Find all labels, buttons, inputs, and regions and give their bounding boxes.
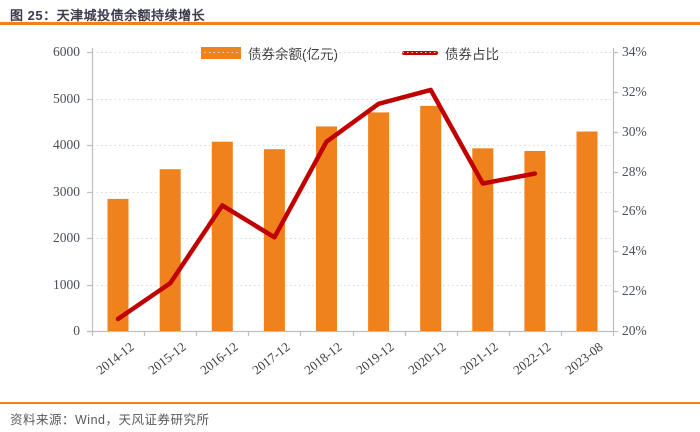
y-right-tick-label: 34% — [622, 44, 647, 59]
y-left-tick-label: 1000 — [53, 276, 80, 292]
y-right-tick-label: 32% — [622, 83, 647, 99]
footer-divider — [0, 402, 700, 404]
bar-2019-12 — [368, 112, 390, 332]
data-source-note: 资料来源：Wind，天风证券研究所 — [10, 413, 210, 427]
line-series-bond-share — [115, 87, 538, 322]
legend-item-bond-balance: 债券余额(亿元) — [201, 43, 338, 63]
chart-legend: 债券余额(亿元) 债券占比 — [0, 43, 700, 63]
y-left-tick-label: 3000 — [53, 183, 80, 199]
y-left-tick-label: 5000 — [53, 90, 80, 106]
y-right-tick-label: 24% — [622, 243, 647, 259]
title-divider — [0, 22, 700, 25]
y-right-tick-label: 28% — [622, 163, 647, 179]
y-left-tick-label: 6000 — [53, 44, 80, 59]
y-right-tick-label: 22% — [622, 283, 647, 299]
y-left-tick-label: 4000 — [53, 137, 80, 152]
legend-bar-label: 债券余额(亿元) — [248, 47, 338, 62]
bar-2016-12 — [211, 141, 233, 331]
y-left-tick-label: 0 — [73, 323, 80, 338]
bar-2020-12 — [420, 105, 442, 332]
bar-2023-08 — [576, 131, 598, 331]
legend-item-bond-share: 债券占比 — [402, 43, 499, 63]
bar-2022-12 — [524, 151, 546, 331]
legend-line-label: 债券占比 — [445, 47, 499, 62]
bar-2017-12 — [263, 149, 285, 331]
y-left-tick-label: 2000 — [53, 230, 80, 245]
y-right-tick-label: 30% — [622, 123, 647, 139]
bar-2018-12 — [316, 126, 337, 332]
line-series-swatch-icon — [402, 51, 438, 55]
bar-2015-12 — [159, 169, 181, 331]
y-right-tick-label: 20% — [622, 323, 647, 338]
y-right-tick-label: 26% — [622, 203, 647, 219]
figure-title: 图 25：天津城投债余额持续增长 — [10, 8, 206, 23]
bar-2021-12 — [472, 148, 494, 331]
bar-series-swatch-icon — [201, 47, 241, 59]
bar-2014-12 — [107, 198, 129, 331]
